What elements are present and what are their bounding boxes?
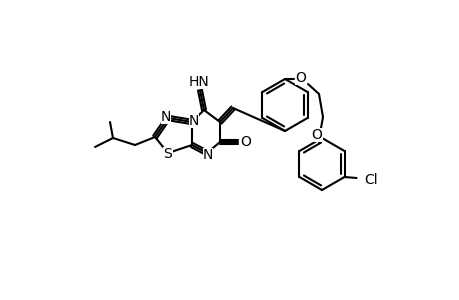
- Text: N: N: [188, 114, 199, 128]
- Text: S: S: [163, 147, 172, 161]
- Text: O: O: [240, 135, 251, 149]
- Text: Cl: Cl: [364, 173, 377, 187]
- Text: O: O: [311, 128, 322, 142]
- Text: HN: HN: [188, 75, 209, 89]
- Text: O: O: [295, 71, 306, 85]
- Text: N: N: [161, 110, 171, 124]
- Text: N: N: [202, 148, 213, 162]
